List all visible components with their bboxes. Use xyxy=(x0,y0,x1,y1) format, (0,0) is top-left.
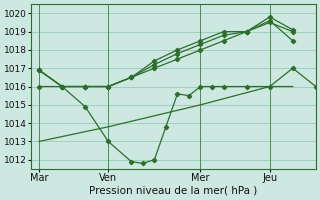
X-axis label: Pression niveau de la mer( hPa ): Pression niveau de la mer( hPa ) xyxy=(90,186,258,196)
